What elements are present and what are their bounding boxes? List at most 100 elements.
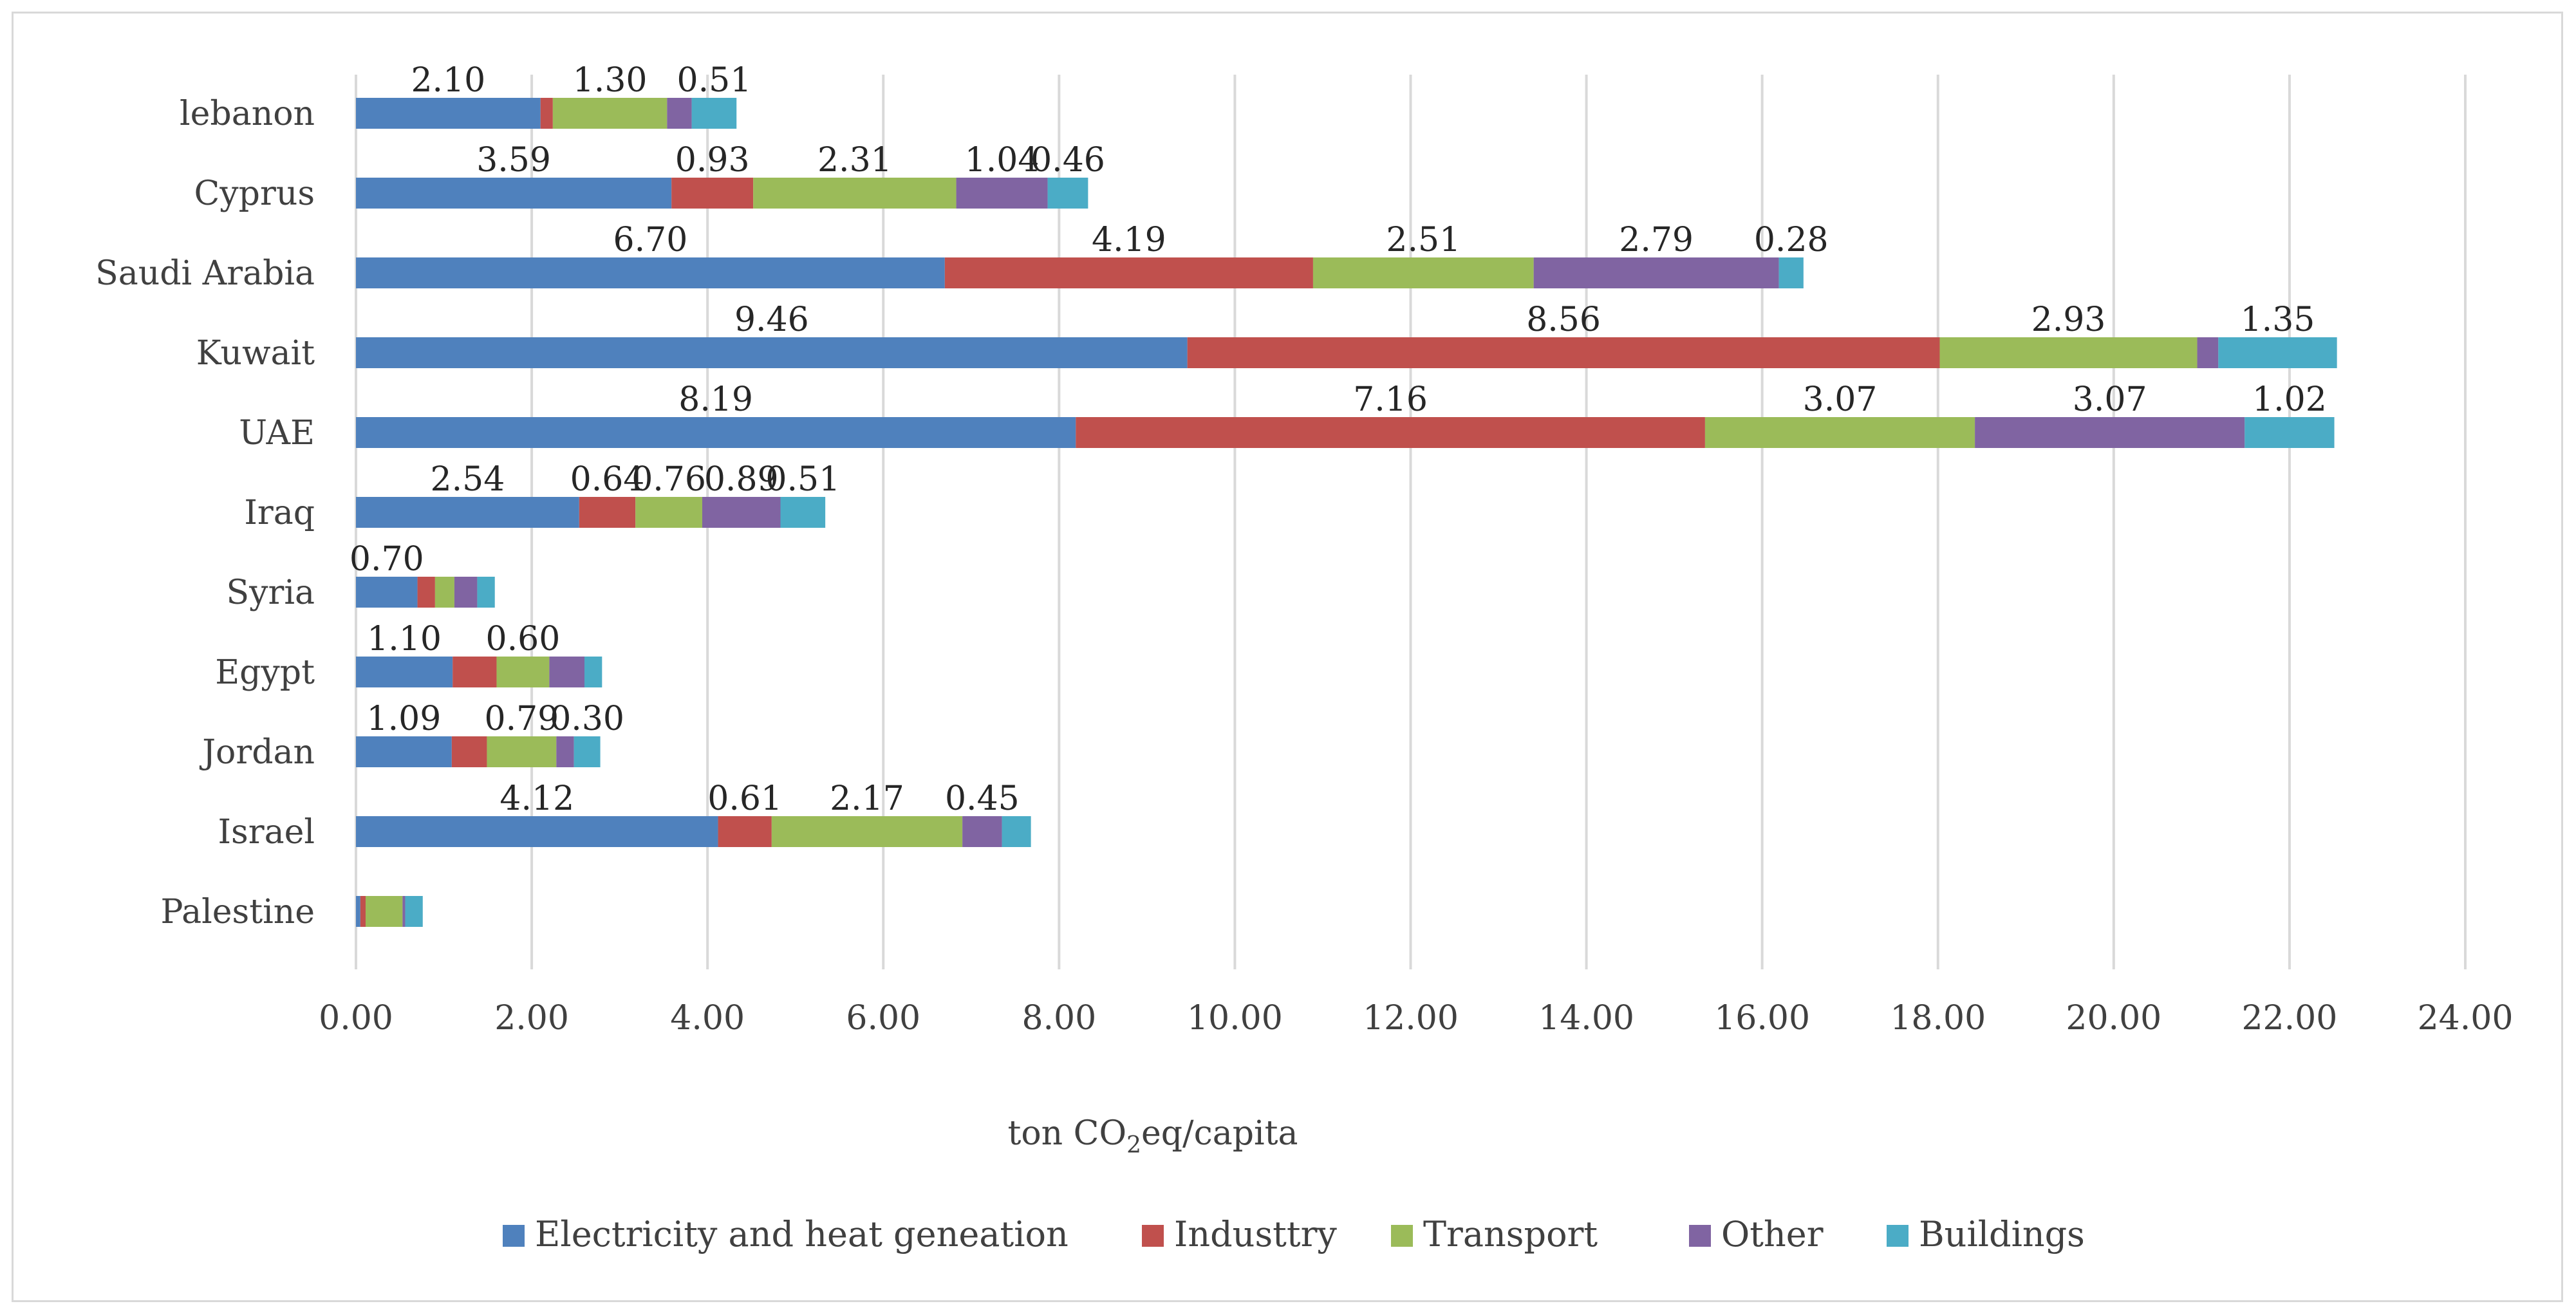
data-label: 2.54 [431, 460, 505, 499]
legend: Electricity and heat geneation Industtry T… [503, 1214, 2085, 1254]
bar-segment [451, 736, 487, 767]
data-label: 2.93 [2031, 301, 2106, 339]
x-tick-label: 12.00 [1363, 999, 1459, 1038]
data-label: 0.89 [704, 460, 779, 499]
legend-label: Other [1721, 1214, 1824, 1254]
bar-segment [356, 497, 579, 528]
data-label: 1.30 [573, 61, 648, 100]
data-label: 0.79 [484, 700, 559, 738]
data-label: 0.28 [1754, 221, 1829, 259]
data-label: 0.61 [707, 779, 782, 818]
data-label: 0.70 [350, 540, 424, 579]
bar-segment [356, 657, 453, 687]
category-label: UAE [239, 414, 315, 452]
bar-segment [2218, 337, 2337, 368]
category-axis-labels: lebanon Cyprus Saudi Arabia Kuwait UAE Iraq Sy… [95, 95, 315, 931]
bar-segment [402, 896, 406, 927]
bar-segment [579, 497, 636, 528]
category-label: Jordan [199, 733, 315, 772]
legend-swatch [1142, 1225, 1164, 1247]
data-label: 3.07 [1803, 380, 1878, 419]
bar-segment [584, 657, 602, 687]
data-labels: 2.10 1.30 0.51 3.59 0.93 2.31 1.040.46 6.70 4.19… [350, 61, 2327, 818]
x-tick-label: 10.00 [1187, 999, 1283, 1038]
legend-swatch [503, 1225, 525, 1247]
chart-frame: 2.10 1.30 0.51 3.59 0.93 2.31 1.04 0.46 6.70 4.19… [12, 12, 2563, 1302]
data-label: 1.35 [2241, 301, 2315, 339]
bar-segment [956, 178, 1048, 209]
bar-segment [405, 896, 423, 927]
bar-segment [1076, 417, 1705, 448]
x-tick-label: 4.00 [670, 999, 745, 1038]
bar-segment [417, 577, 435, 608]
bar-segment [356, 257, 945, 288]
data-label: 3.07 [2073, 380, 2147, 419]
data-label: 4.12 [499, 779, 574, 818]
bar-segment [780, 497, 826, 528]
bar-segment [487, 736, 557, 767]
bar-segment [1533, 257, 1779, 288]
category-label: Palestine [160, 893, 315, 931]
bar-segment [549, 657, 585, 687]
category-label: Kuwait [196, 334, 315, 373]
bar-series [356, 98, 2337, 927]
bar-segment [1312, 257, 1534, 288]
bar-segment [360, 896, 366, 927]
legend-swatch [1887, 1225, 1909, 1247]
data-label: 2.79 [1619, 221, 1694, 259]
legend-swatch [1689, 1225, 1711, 1247]
data-label: 0.60 [486, 620, 561, 658]
bar-segment [1002, 816, 1031, 847]
legend-label: Electricity and heat geneation [535, 1214, 1069, 1254]
bar-segment [356, 178, 672, 209]
bar-segment [1704, 417, 1975, 448]
data-label: 1.04 [965, 141, 1040, 180]
data-label: 1.10 [367, 620, 442, 658]
bar-segment [1975, 417, 2245, 448]
data-label: 0.76 [631, 460, 706, 499]
x-tick-label: 16.00 [1714, 999, 1810, 1038]
bar-segment [356, 577, 418, 608]
bar-segment [1939, 337, 2198, 368]
bar-segment [356, 337, 1188, 368]
bar-segment [1187, 337, 1940, 368]
bar-segment [691, 98, 737, 129]
bar-segment [1047, 178, 1088, 209]
data-label: 1.09 [367, 700, 442, 738]
data-label: 3.59 [476, 141, 551, 180]
category-label: Israel [218, 813, 315, 852]
data-label: 2.51 [1386, 221, 1461, 259]
x-tick-label: 18.00 [1890, 999, 1986, 1038]
data-label: 8.56 [1526, 301, 1601, 339]
x-axis-title: ton CO2eq/capita [1007, 1114, 1298, 1159]
data-label: 8.19 [678, 380, 753, 419]
bar-segment [356, 98, 541, 129]
bar-segment [356, 816, 718, 847]
bar-segment [434, 577, 454, 608]
bar-segment [702, 497, 781, 528]
bar-segment [718, 816, 772, 847]
data-label: 6.70 [613, 221, 688, 259]
bar-segment [574, 736, 601, 767]
bar-segment [667, 98, 692, 129]
bar-segment [356, 417, 1076, 448]
bar-segment [477, 577, 495, 608]
bar-segment [356, 896, 360, 927]
category-label: lebanon [180, 95, 315, 133]
bar-segment [635, 497, 702, 528]
bar-segment [556, 736, 574, 767]
data-label: 0.30 [550, 700, 624, 738]
x-tick-label: 8.00 [1022, 999, 1096, 1038]
bar-segment [356, 736, 452, 767]
x-tick-label: 14.00 [1538, 999, 1634, 1038]
bar-segment [366, 896, 403, 927]
x-tick-label: 6.00 [846, 999, 920, 1038]
data-label: 2.31 [817, 141, 892, 180]
category-label: Egypt [215, 653, 315, 692]
x-tick-label: 20.00 [2066, 999, 2161, 1038]
stacked-bar-chart: 2.10 1.30 0.51 3.59 0.93 2.31 1.040.46 6.70 4.19… [95, 61, 2513, 1254]
data-label: 0.51 [677, 61, 752, 100]
legend-label: Transport [1423, 1214, 1598, 1254]
bar-segment [496, 657, 550, 687]
bar-segment [552, 98, 667, 129]
